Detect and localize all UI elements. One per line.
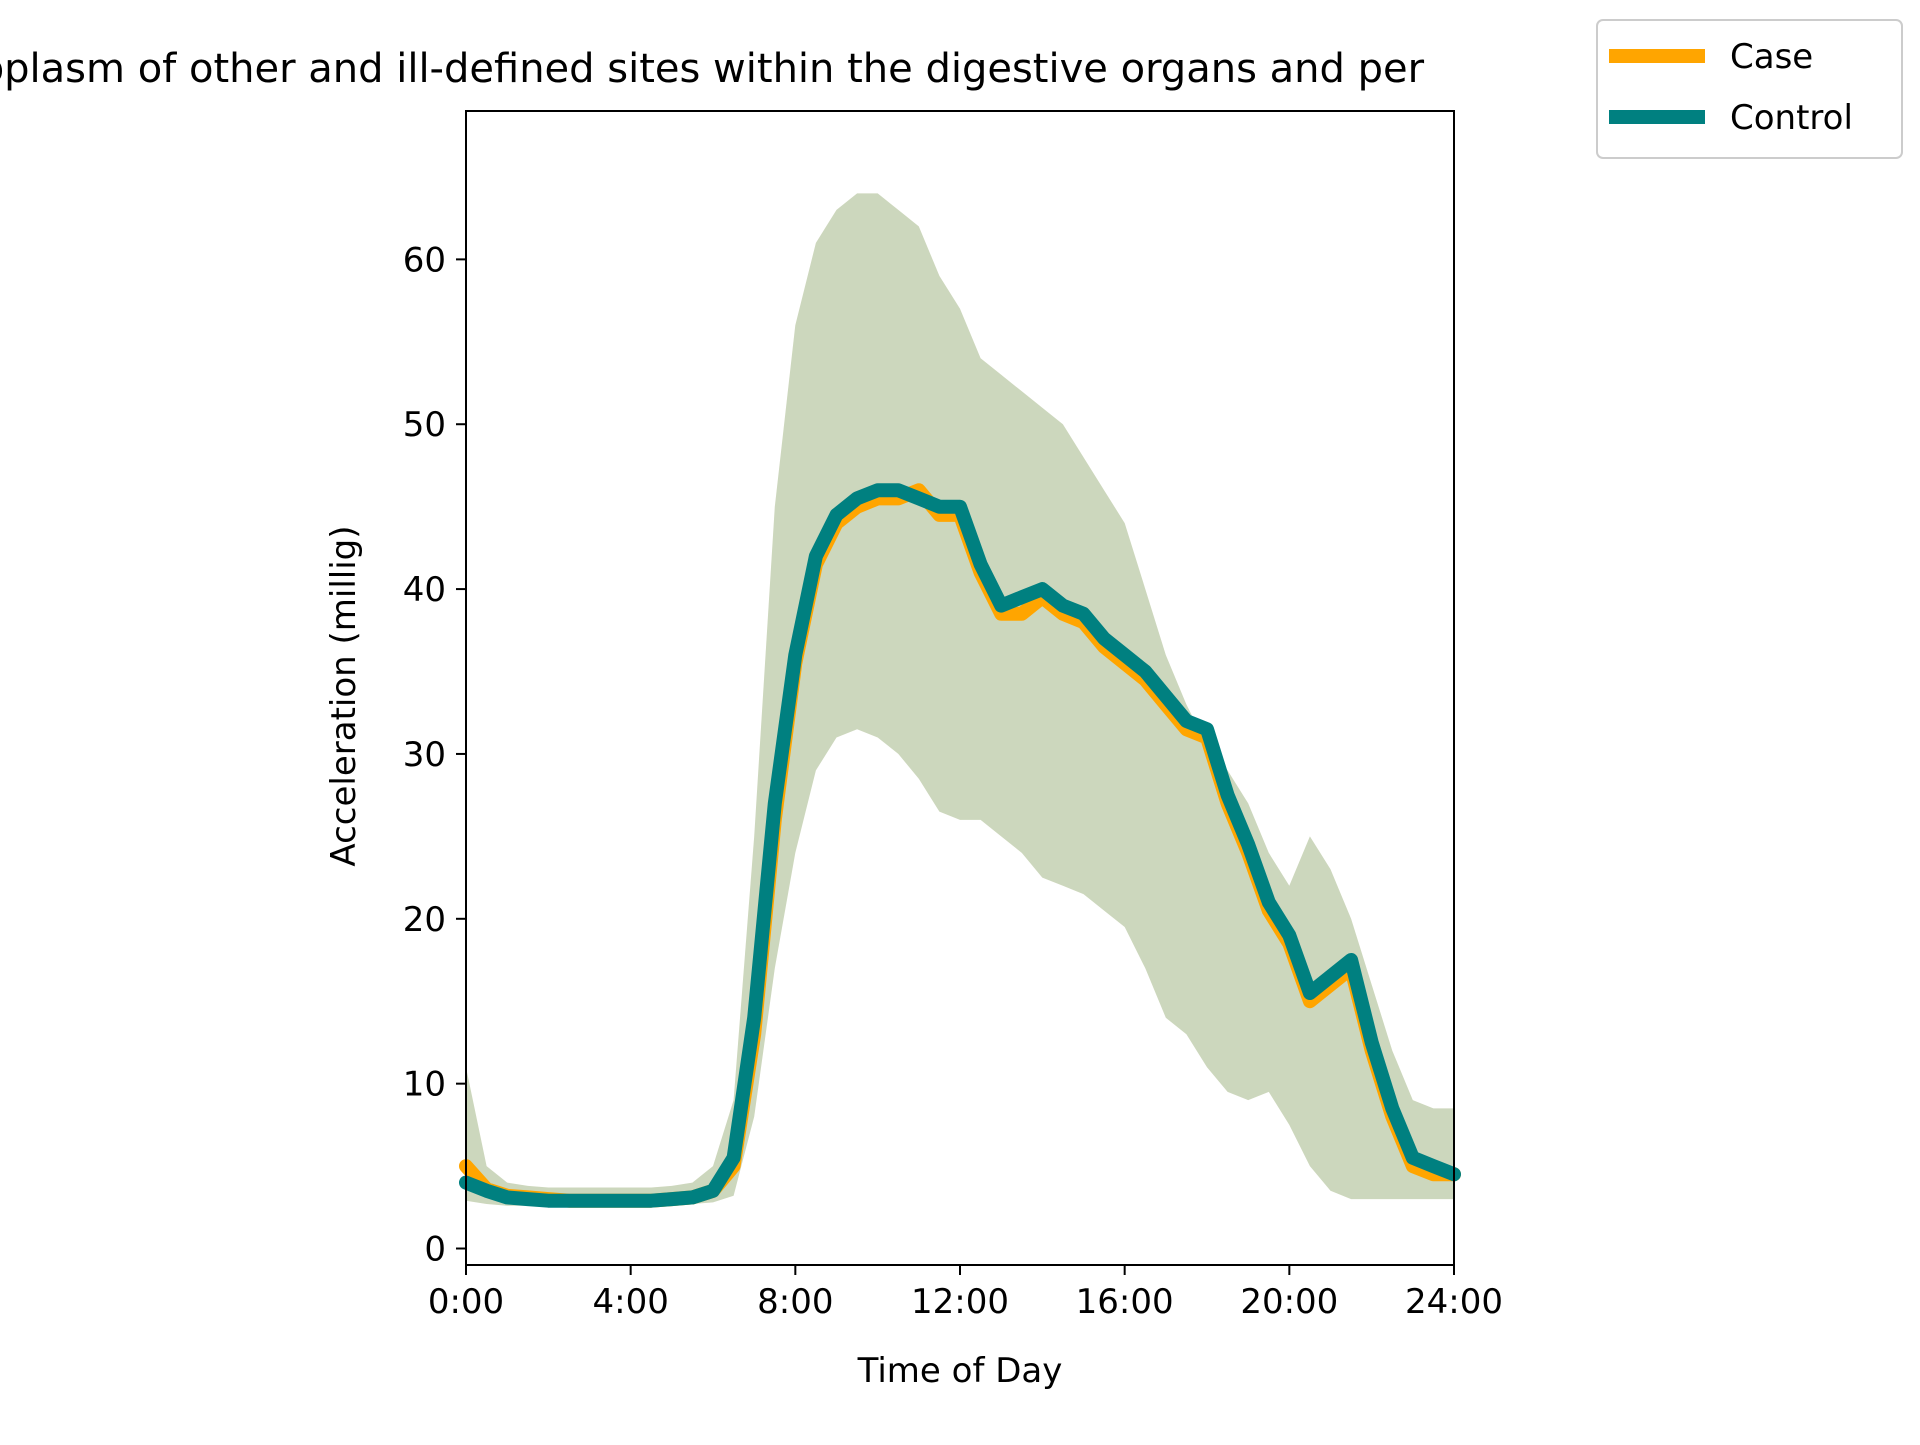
x-tick-label: 12:00 [911, 1282, 1009, 1322]
y-tick-label: 20 [403, 900, 446, 940]
x-tick-label: 24:00 [1405, 1282, 1503, 1322]
x-tick-label: 20:00 [1240, 1282, 1338, 1322]
y-tick-label: 50 [403, 405, 446, 445]
x-tick-label: 0:00 [428, 1282, 504, 1322]
legend: Case Control [1596, 19, 1903, 159]
chart-title: nt neoplasm of other and ill-defined sit… [0, 46, 1425, 92]
y-tick-label: 60 [403, 240, 446, 280]
x-tick-label: 8:00 [757, 1282, 833, 1322]
y-tick-label: 10 [403, 1065, 446, 1105]
legend-label-case: Case [1730, 37, 1813, 77]
x-tick-label: 4:00 [592, 1282, 668, 1322]
series-line-control [459, 483, 1461, 1208]
x-axis-label: Time of Day [857, 1351, 1063, 1391]
y-tick-label: 40 [403, 570, 446, 610]
x-tick-label: 16:00 [1076, 1282, 1174, 1322]
legend-label-control: Control [1730, 98, 1853, 138]
y-axis-label: Acceleration (millig) [324, 525, 364, 866]
y-axis-ticks: 0 10 20 30 40 50 60 [403, 240, 466, 1270]
series-lines [459, 483, 1461, 1208]
confidence-bands [466, 193, 1454, 1208]
y-tick-label: 30 [403, 735, 446, 775]
band-control [466, 193, 1454, 1208]
y-tick-label: 0 [424, 1230, 446, 1270]
x-axis-ticks: 0:00 4:00 8:00 12:00 16:00 20:00 24:00 [428, 1265, 1503, 1322]
band-case [466, 193, 1454, 1208]
